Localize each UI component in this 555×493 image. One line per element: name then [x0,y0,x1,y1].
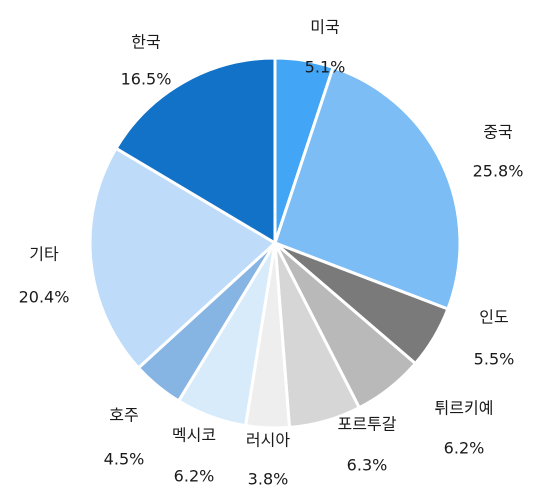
pie-slice-1 [273,65,462,311]
slice-value-label-6: 6.2% [174,467,215,486]
slice-value-label-4: 6.3% [347,456,388,475]
slice-label-0: 미국 [310,18,339,37]
slice-label-9: 한국 [131,33,160,52]
slice-value-label-2: 5.5% [474,350,515,369]
pie-slice-9 [114,56,277,245]
slice-value-label-3: 6.2% [444,439,485,458]
slice-value-label-5: 3.8% [248,470,289,489]
slice-label-2: 인도 [479,308,508,327]
pie-labels: 미국 5.1% 중국 25.8% 인도 5.5% 튀르키예 6.2% 포르투갈 6.3% 러시아 3.… [19,18,524,489]
slice-label-3: 튀르키예 [435,399,494,418]
slice-value-label-9: 16.5% [121,70,172,89]
slice-label-5: 러시아 [246,431,290,450]
slice-value-label-1: 25.8% [473,162,524,181]
slice-value-label-8: 20.4% [19,288,70,307]
pie-slices [88,56,462,430]
slice-value-label-7: 4.5% [104,450,145,469]
slice-value-label-0: 5.1% [305,58,346,77]
slice-label-7: 호주 [109,406,138,425]
slice-label-1: 중국 [483,123,512,142]
slice-label-6: 멕시코 [172,426,216,445]
slice-label-4: 포르투갈 [338,415,397,434]
pie-slice-8 [88,146,277,370]
slice-label-8: 기타 [29,245,59,264]
